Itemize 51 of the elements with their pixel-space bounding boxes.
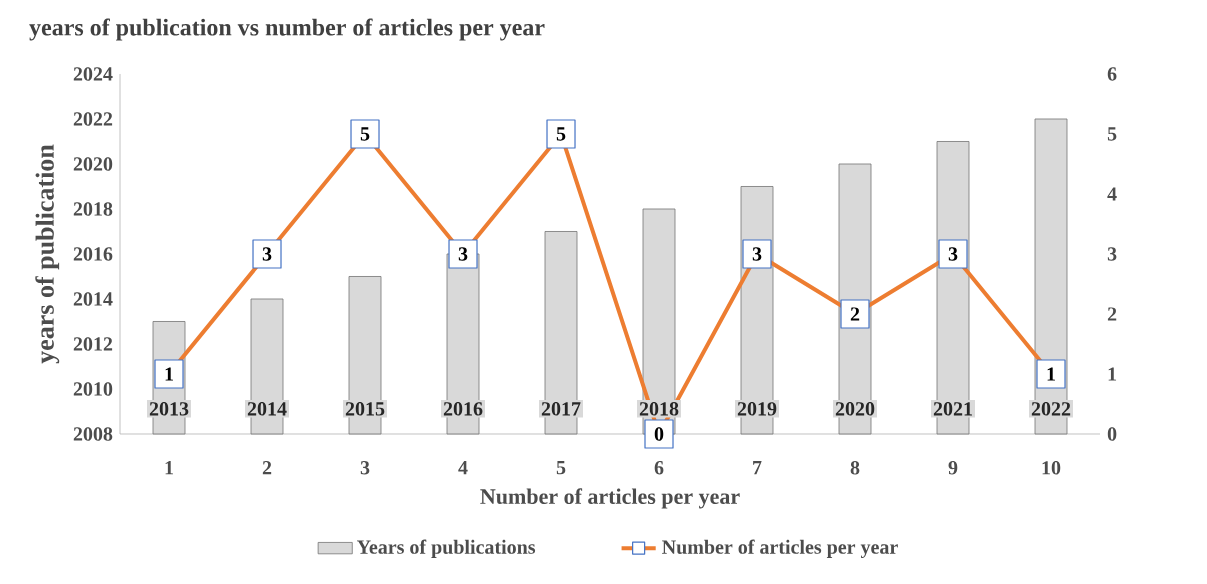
data-label: 1 <box>165 367 173 381</box>
data-label: 2022 <box>1031 402 1071 416</box>
y-tick-label: 2016 <box>73 247 113 261</box>
y-axis-title: years of publication <box>35 144 60 364</box>
y2-tick-label: 0 <box>1107 427 1117 441</box>
y-tick-label: 2018 <box>73 202 113 216</box>
data-label: 2019 <box>737 402 777 416</box>
data-label: 2020 <box>835 402 875 416</box>
x-tick-label: 1 <box>165 461 173 475</box>
data-label: 2015 <box>345 402 385 416</box>
data-label: 3 <box>752 247 762 261</box>
x-axis-title: Number of articles per year <box>480 488 740 509</box>
x-tick-label: 10 <box>1042 461 1061 475</box>
x-tick-label: 9 <box>948 461 958 475</box>
y2-tick-label: 4 <box>1107 187 1117 201</box>
y-tick-label: 2024 <box>73 67 113 81</box>
x-tick-label: 5 <box>556 461 566 475</box>
y-tick-label: 2022 <box>73 112 113 126</box>
data-label: 3 <box>458 247 468 261</box>
data-label: 1 <box>1047 367 1055 381</box>
y2-tick-label: 3 <box>1107 247 1117 261</box>
data-label: 2017 <box>541 402 581 416</box>
y-tick-label: 2008 <box>73 427 113 441</box>
x-tick-label: 3 <box>360 461 370 475</box>
x-tick-label: 2 <box>262 461 272 475</box>
x-tick-label: 7 <box>753 461 762 475</box>
legend-label: Number of articles per year <box>662 539 898 558</box>
legend-label: Years of publications <box>357 539 536 558</box>
y-tick-label: 2010 <box>73 382 113 396</box>
chart-title: years of publication vs number of articles per year <box>29 18 545 41</box>
data-label: 2018 <box>639 402 679 416</box>
y2-tick-label: 6 <box>1107 67 1117 81</box>
data-label: 2021 <box>933 402 972 416</box>
data-label: 5 <box>556 127 566 141</box>
data-label: 2 <box>850 307 860 321</box>
x-tick-label: 8 <box>850 461 860 475</box>
data-label: 0 <box>654 427 664 441</box>
y2-tick-label: 5 <box>1107 127 1117 141</box>
data-label: 5 <box>360 127 370 141</box>
data-label: 3 <box>262 247 272 261</box>
data-label: 3 <box>948 247 958 261</box>
data-label: 2016 <box>443 402 483 416</box>
y2-tick-label: 2 <box>1107 307 1117 321</box>
data-label: 2013 <box>149 402 189 416</box>
data-label: 2014 <box>247 402 287 416</box>
y-tick-label: 2014 <box>73 292 113 306</box>
y-tick-label: 2012 <box>73 337 113 351</box>
x-tick-label: 6 <box>654 461 664 475</box>
y2-tick-label: 1 <box>1108 367 1117 381</box>
y-tick-label: 2020 <box>73 157 113 171</box>
x-tick-label: 4 <box>458 461 468 475</box>
